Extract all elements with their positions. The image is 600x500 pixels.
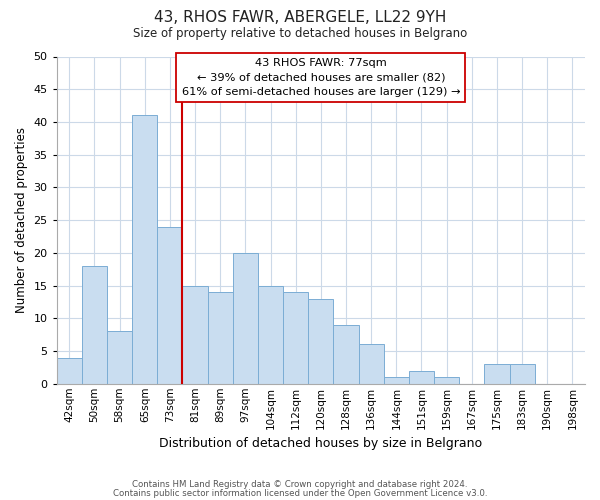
Bar: [182, 286, 208, 384]
Bar: [258, 286, 283, 384]
Bar: [334, 325, 359, 384]
Bar: [409, 370, 434, 384]
Bar: [57, 358, 82, 384]
Y-axis label: Number of detached properties: Number of detached properties: [15, 127, 28, 313]
Bar: [384, 377, 409, 384]
Bar: [233, 253, 258, 384]
Bar: [434, 377, 459, 384]
Bar: [132, 116, 157, 384]
Bar: [283, 292, 308, 384]
Text: 43 RHOS FAWR: 77sqm
← 39% of detached houses are smaller (82)
61% of semi-detach: 43 RHOS FAWR: 77sqm ← 39% of detached ho…: [182, 58, 460, 97]
Text: Contains public sector information licensed under the Open Government Licence v3: Contains public sector information licen…: [113, 489, 487, 498]
Text: Contains HM Land Registry data © Crown copyright and database right 2024.: Contains HM Land Registry data © Crown c…: [132, 480, 468, 489]
Text: Size of property relative to detached houses in Belgrano: Size of property relative to detached ho…: [133, 28, 467, 40]
X-axis label: Distribution of detached houses by size in Belgrano: Distribution of detached houses by size …: [159, 437, 482, 450]
Text: 43, RHOS FAWR, ABERGELE, LL22 9YH: 43, RHOS FAWR, ABERGELE, LL22 9YH: [154, 10, 446, 25]
Bar: [308, 298, 334, 384]
Bar: [157, 226, 182, 384]
Bar: [484, 364, 509, 384]
Bar: [509, 364, 535, 384]
Bar: [208, 292, 233, 384]
Bar: [107, 332, 132, 384]
Bar: [82, 266, 107, 384]
Bar: [359, 344, 384, 384]
